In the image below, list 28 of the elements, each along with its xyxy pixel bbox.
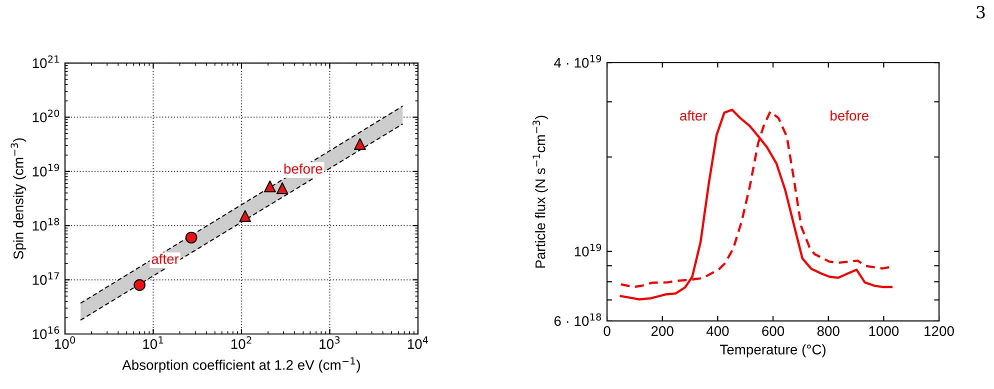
x-tick-label: 0 bbox=[604, 326, 610, 336]
y-tick-label: 10$^{19}$ bbox=[32, 164, 60, 176]
x-tick-label: 10$^{1}$ bbox=[143, 336, 164, 349]
y-tick-label: 6 · 10$^{18}$ bbox=[554, 313, 602, 326]
x-tick-label: 400 bbox=[706, 326, 729, 336]
y-tick-label: 4 · 10$^{19}$ bbox=[554, 55, 602, 68]
annotation: after bbox=[152, 254, 179, 264]
x-axis-title: Temperature (°C) bbox=[720, 344, 826, 358]
annotation: before bbox=[284, 164, 322, 174]
x-tick-label: 10$^{2}$ bbox=[231, 336, 252, 349]
x-axis-title: Absorption coefficient at 1.2 eV (cm$^{−1}$) bbox=[122, 357, 360, 373]
x-tick-label: 1000 bbox=[869, 326, 899, 336]
y-tick-label: 10$^{20}$ bbox=[32, 110, 60, 122]
x-tick-label: 1200 bbox=[924, 326, 954, 336]
y-axis-title: Spin density (cm$^{−3}$) bbox=[10, 138, 26, 259]
text: 3 bbox=[976, 6, 985, 18]
y-tick-label: 10$^{21}$ bbox=[32, 55, 59, 68]
y-axis-title: Particle flux (N s$^{−1}$cm$^{−3}$) bbox=[532, 116, 548, 268]
x-tick-label: 800 bbox=[817, 326, 840, 336]
annotation: before bbox=[830, 110, 868, 121]
y-tick-label: 10$^{18}$ bbox=[32, 218, 60, 231]
y-tick-label: 10$^{17}$ bbox=[32, 272, 59, 285]
y-tick-label: 10$^{19}$ bbox=[574, 244, 602, 256]
annotation: after bbox=[680, 110, 708, 121]
x-tick-label: 200 bbox=[651, 326, 674, 336]
x-tick-label: 600 bbox=[762, 326, 784, 336]
x-tick-label: 10$^{4}$ bbox=[408, 336, 428, 349]
x-tick-label: 10$^{3}$ bbox=[320, 336, 340, 349]
